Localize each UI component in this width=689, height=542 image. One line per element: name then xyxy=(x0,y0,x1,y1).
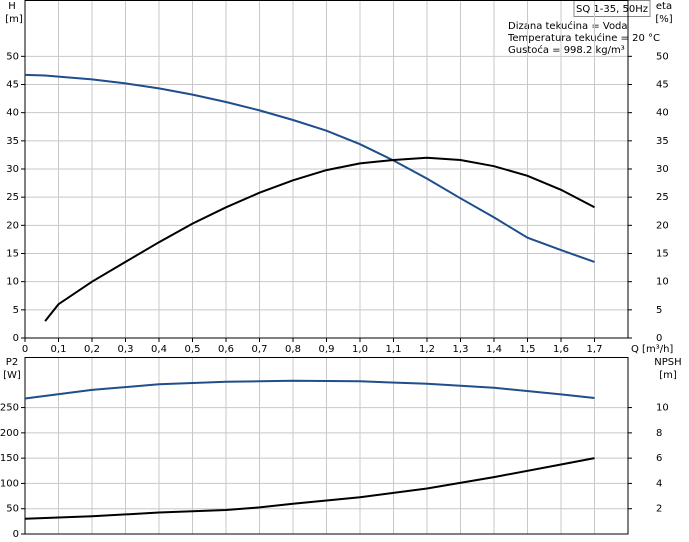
y-tick-label: 5 xyxy=(13,305,19,316)
y2-tick-label: 15 xyxy=(656,249,669,260)
y2-tick-label: 25 xyxy=(656,192,669,203)
y-tick-label: 25 xyxy=(6,192,19,203)
y-tick-label: 0 xyxy=(13,333,19,344)
y2-unit: [m] xyxy=(659,370,677,381)
y-tick-label: 20 xyxy=(6,220,19,231)
plot-frame xyxy=(24,0,629,339)
y-unit: [W] xyxy=(3,370,21,381)
y-label: H xyxy=(8,1,16,12)
curve xyxy=(24,73,595,263)
x-tick-label: 0,6 xyxy=(218,344,234,355)
y2-tick-label: 4 xyxy=(656,478,662,489)
x-tick-label: 0,7 xyxy=(252,344,268,355)
x-tick-label: 0,8 xyxy=(285,344,301,355)
x-tick-label: 0,4 xyxy=(151,344,167,355)
y2-tick-label: 8 xyxy=(656,428,662,439)
y2-tick-label: 30 xyxy=(656,164,669,175)
y-tick-label: 10 xyxy=(6,277,19,288)
curve xyxy=(24,379,595,400)
y-tick-label: 50 xyxy=(6,51,19,62)
y2-label: eta xyxy=(656,1,672,12)
y-tick-label: 45 xyxy=(6,80,19,91)
x-tick-label: 1,2 xyxy=(419,344,435,355)
x-tick-label: 0,5 xyxy=(185,344,201,355)
x-tick-label: 1,7 xyxy=(587,344,603,355)
y2-tick-label: 10 xyxy=(656,277,669,288)
y2-tick-label: 50 xyxy=(656,51,669,62)
x-tick-label: 0,9 xyxy=(319,344,335,355)
y-tick-label: 50 xyxy=(6,504,19,515)
x-tick-label: 0 xyxy=(22,344,28,355)
y-unit: [m] xyxy=(5,14,23,25)
y-tick-label: 250 xyxy=(0,403,19,414)
x-tick-label: 0,3 xyxy=(118,344,134,355)
x-tick-label: 1,0 xyxy=(352,344,368,355)
x-tick-label: 1,1 xyxy=(386,344,402,355)
y2-tick-label: 35 xyxy=(656,136,669,147)
y2-tick-label: 10 xyxy=(656,403,669,414)
annotation: Dizana tekućina = Voda xyxy=(508,20,628,32)
x-label: Q [m³/h] xyxy=(631,344,673,355)
x-tick-label: 1,5 xyxy=(520,344,536,355)
annotation: Temperatura tekućine = 20 °C xyxy=(507,32,660,44)
y2-tick-label: 5 xyxy=(656,305,662,316)
y-label: P2 xyxy=(6,357,18,368)
annotation: Gustoća = 998.2 kg/m³ xyxy=(508,44,625,56)
y2-tick-label: 45 xyxy=(656,80,669,91)
y-tick-label: 100 xyxy=(0,478,19,489)
y-tick-label: 150 xyxy=(0,453,19,464)
y-tick-label: 200 xyxy=(0,428,19,439)
chart-title: SQ 1-35, 50Hz xyxy=(576,4,648,15)
x-tick-label: 0,2 xyxy=(84,344,100,355)
plot-frame xyxy=(24,357,629,535)
x-tick-label: 0,1 xyxy=(51,344,67,355)
y-tick-label: 40 xyxy=(6,108,19,119)
y-tick-label: 15 xyxy=(6,249,19,260)
x-tick-label: 1,3 xyxy=(453,344,469,355)
y2-tick-label: 0 xyxy=(656,333,662,344)
y2-unit: [%] xyxy=(655,14,672,25)
y2-label: NPSH xyxy=(654,357,681,368)
y2-tick-label: 6 xyxy=(656,453,662,464)
y-tick-label: 0 xyxy=(13,529,19,540)
x-tick-label: 1,4 xyxy=(486,344,502,355)
curve xyxy=(44,156,595,322)
x-tick-label: 1,6 xyxy=(553,344,569,355)
curve xyxy=(24,457,595,520)
y2-tick-label: 20 xyxy=(656,220,669,231)
y-tick-label: 30 xyxy=(6,164,19,175)
y-tick-label: 35 xyxy=(6,136,19,147)
y2-tick-label: 40 xyxy=(656,108,669,119)
y2-tick-label: 2 xyxy=(656,504,662,515)
